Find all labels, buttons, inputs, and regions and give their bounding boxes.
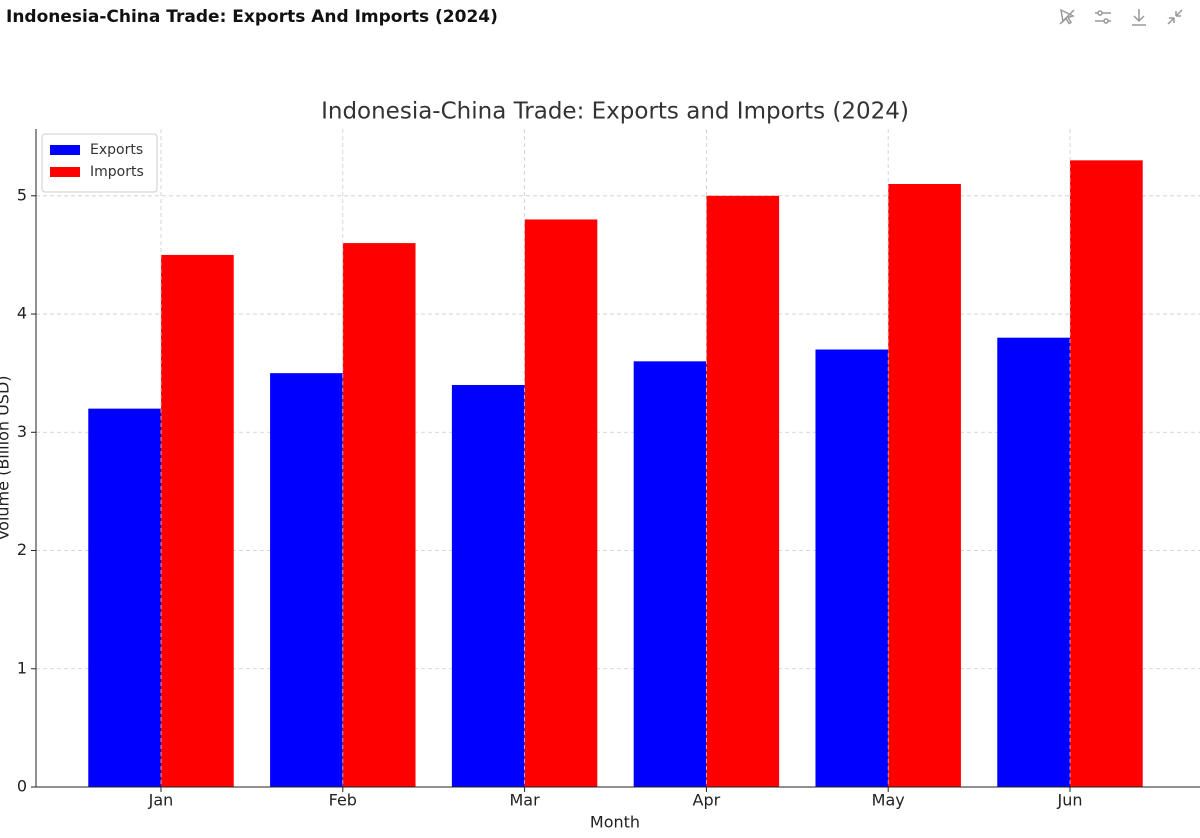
legend-swatch <box>50 145 80 155</box>
bar <box>161 254 234 787</box>
x-axis-label: Month <box>590 813 640 832</box>
x-tick-label: May <box>872 791 905 810</box>
bar <box>524 219 598 788</box>
download-icon[interactable] <box>1128 6 1150 28</box>
y-tick-label: 1 <box>17 658 27 677</box>
y-tick-label: 5 <box>17 185 27 204</box>
y-tick-label: 2 <box>17 540 27 559</box>
bar <box>342 243 416 787</box>
bar <box>997 337 1070 787</box>
y-axis-label: Volume (Billion USD) <box>0 375 13 540</box>
x-tick-label: Apr <box>693 791 721 810</box>
bar <box>451 384 525 787</box>
legend: Exports Imports <box>41 133 158 193</box>
header: Indonesia-China Trade: Exports And Impor… <box>0 0 1200 40</box>
header-title: Indonesia-China Trade: Exports And Impor… <box>6 7 498 27</box>
x-tick-label: Feb <box>329 791 357 810</box>
legend-swatch <box>50 167 80 177</box>
x-tick-label: Jan <box>148 791 174 810</box>
bar <box>270 373 343 787</box>
bar <box>888 183 961 787</box>
x-tick-label: Jun <box>1057 791 1083 810</box>
collapse-icon[interactable] <box>1164 6 1186 28</box>
legend-label: Exports <box>90 142 143 158</box>
bar <box>633 361 707 787</box>
y-tick-label: 0 <box>17 777 27 796</box>
bar <box>815 349 889 787</box>
interactive-toggle-icon[interactable] <box>1056 6 1078 28</box>
legend-label: Imports <box>90 164 144 180</box>
chart-title: Indonesia-China Trade: Exports and Impor… <box>321 99 909 125</box>
y-tick-label: 3 <box>17 422 27 441</box>
toolbar <box>1056 6 1186 28</box>
bar <box>88 408 161 787</box>
settings-icon[interactable] <box>1092 6 1114 28</box>
bar <box>1070 160 1143 788</box>
bar <box>706 195 780 787</box>
y-tick-label: 4 <box>17 304 27 323</box>
x-tick-label: Mar <box>510 791 541 810</box>
